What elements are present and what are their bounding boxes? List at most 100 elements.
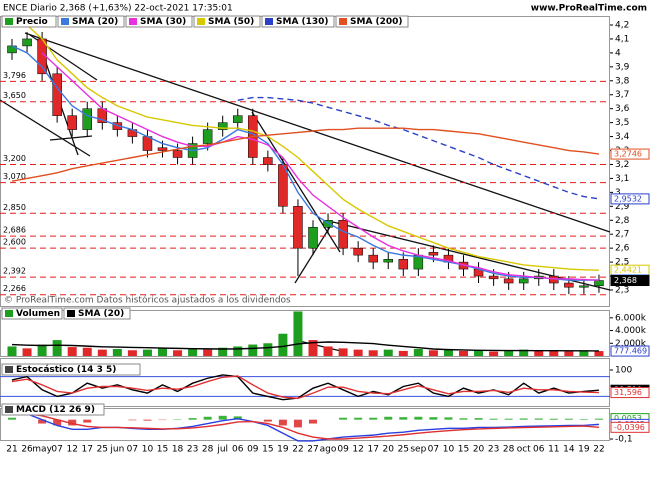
- volume-bar: [127, 350, 137, 356]
- candle-body: [398, 259, 409, 270]
- volume-bar: [203, 349, 213, 356]
- last-value-label: 31,596: [614, 388, 642, 397]
- legend-box: [63, 307, 131, 320]
- legend-label: SMA (130): [276, 17, 329, 27]
- y-tick-label: 3,2: [615, 160, 629, 170]
- candle-body: [52, 73, 62, 116]
- x-tick-label: 20: [473, 445, 485, 455]
- volume-bar: [504, 350, 514, 356]
- histogram-bar: [53, 419, 62, 426]
- volume-bar: [323, 346, 333, 356]
- volume-bar: [263, 343, 273, 356]
- volume-bar: [7, 346, 17, 356]
- candle-body: [428, 252, 439, 256]
- legend-box: [193, 15, 261, 28]
- legend-box: [57, 15, 125, 28]
- candle-body: [233, 115, 243, 123]
- histogram-bar: [549, 418, 558, 420]
- volume-bar: [308, 340, 318, 356]
- volume-bar: [534, 350, 544, 356]
- histogram-bar: [218, 415, 227, 420]
- y-tick-label: 3,5: [615, 118, 629, 128]
- x-tick-label: 19: [277, 445, 289, 455]
- y-tick-label: 4,1: [615, 34, 629, 44]
- series-line: [41, 52, 599, 281]
- legend-label: Volumen: [16, 309, 60, 319]
- legend-swatch: [339, 18, 347, 25]
- legend-label: SMA (50): [208, 17, 254, 27]
- volume-bar: [443, 349, 453, 356]
- x-tick-label: 12: [352, 445, 363, 455]
- histogram-bar: [504, 418, 513, 420]
- stochastic-frame: [0, 358, 610, 407]
- legend-label: MACD (12 26 9): [16, 405, 95, 415]
- candle-body: [368, 254, 378, 263]
- y-tick-label: 2,3: [615, 286, 629, 296]
- x-tick-label: 23: [187, 445, 198, 455]
- candle-body: [488, 275, 499, 280]
- candle-body: [383, 259, 393, 263]
- volume-bar: [293, 311, 303, 356]
- x-tick-label: 09: [247, 445, 259, 455]
- legend-box: [125, 15, 193, 28]
- legend-label: SMA (200): [350, 17, 403, 27]
- candle-body: [594, 280, 604, 287]
- histogram-bar: [489, 418, 498, 420]
- volume-bar: [579, 350, 589, 356]
- x-tick-label: may: [32, 445, 52, 455]
- x-tick-label: 22: [292, 445, 303, 455]
- volume-bar: [353, 349, 363, 356]
- y-tick-label: 4,2: [615, 21, 629, 31]
- histogram-bar: [278, 419, 287, 426]
- candle-body: [564, 282, 574, 288]
- y-tick-label: 3,7: [615, 90, 629, 100]
- trend-line: [49, 135, 93, 141]
- histogram-bar: [399, 417, 408, 420]
- volume-bar: [37, 344, 47, 356]
- histogram-bar: [414, 416, 423, 420]
- histogram-bar: [143, 419, 152, 421]
- legend-box: [1, 15, 57, 28]
- series-line: [11, 375, 599, 400]
- histogram-bar: [128, 419, 137, 421]
- candle-body: [67, 115, 77, 130]
- series-line: [26, 24, 599, 271]
- y-tick-label: 3: [615, 188, 621, 198]
- y-tick-label: 6.000k: [615, 313, 647, 323]
- x-tick-label: 10: [443, 445, 455, 455]
- volume-bar: [82, 347, 92, 356]
- volume-bar: [97, 349, 107, 356]
- x-tick-label: 07: [51, 445, 62, 455]
- x-tick-label: 23: [488, 445, 499, 455]
- histogram-bar: [339, 417, 348, 420]
- candle-body: [22, 38, 32, 47]
- histogram-bar: [83, 419, 92, 423]
- x-tick-label: 25: [97, 445, 108, 455]
- histogram-bar: [38, 419, 47, 424]
- y-tick-label: 2,9: [615, 202, 630, 212]
- candle-body: [338, 220, 348, 249]
- x-tick-label: 07: [428, 445, 439, 455]
- level-label: 3,200: [3, 154, 26, 163]
- histogram-bar: [534, 418, 543, 420]
- level-label: 2,850: [3, 203, 26, 212]
- volume-bar: [368, 350, 378, 356]
- x-tick-label: 19: [578, 445, 590, 455]
- volume-bar: [564, 351, 574, 356]
- trend-line: [294, 221, 334, 284]
- x-tick-label: 15: [262, 445, 273, 455]
- x-tick-label: 28: [202, 445, 214, 455]
- watermark: © ProRealTime.com Datos históricos ajust…: [4, 295, 291, 306]
- volume-bar: [218, 347, 228, 356]
- header-title: ENCE Diario 2,368 (+1,63%) 22-oct-2021 1…: [3, 4, 233, 14]
- trend-line: [294, 339, 346, 353]
- volume-bar: [428, 350, 438, 356]
- legend-swatch: [265, 18, 273, 25]
- x-tick-label: oct: [517, 445, 531, 455]
- volume-bar: [398, 350, 408, 356]
- y-tick-label: 3,6: [615, 104, 630, 114]
- legend-box: [1, 403, 105, 416]
- header-site: www.ProRealTime.com: [531, 4, 647, 14]
- series-line: [237, 96, 600, 200]
- last-value-box: [610, 193, 650, 205]
